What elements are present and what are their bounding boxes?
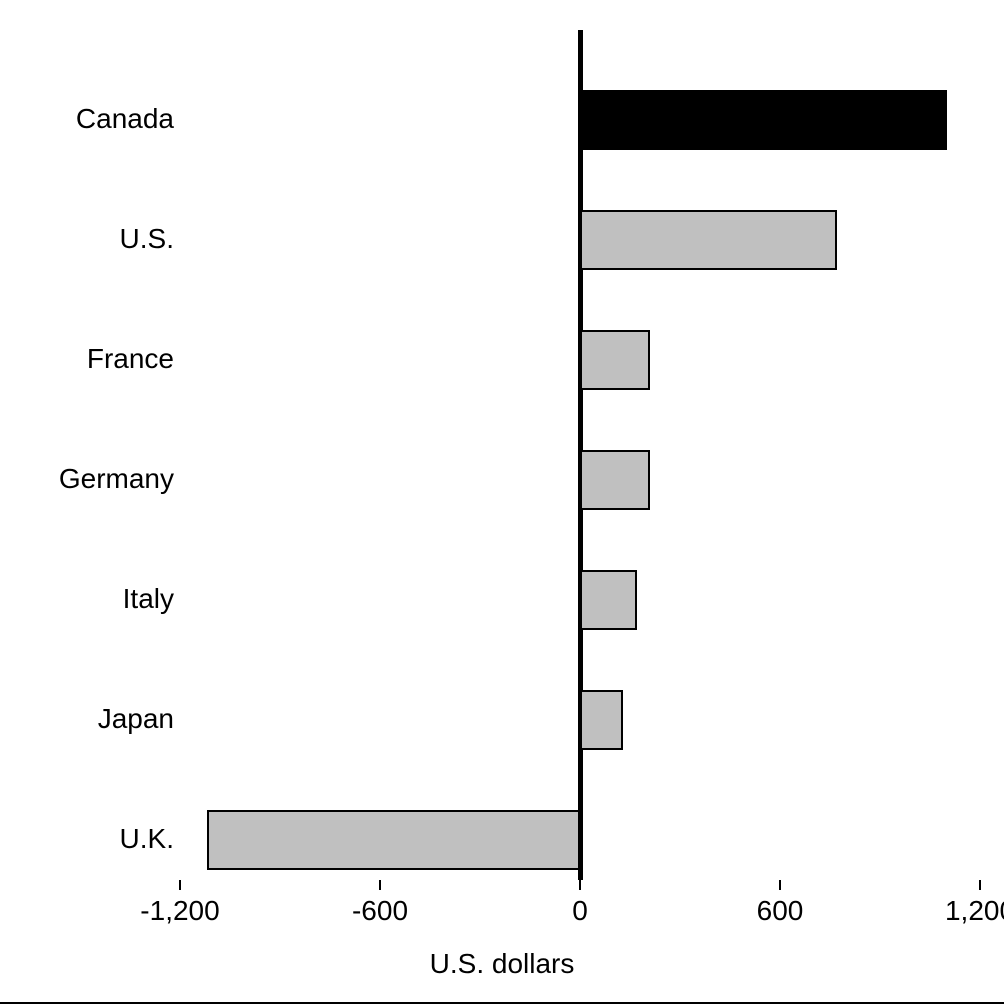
bar [580, 450, 650, 510]
x-tick-label: 600 [757, 895, 804, 927]
bar [580, 690, 623, 750]
bar [580, 90, 947, 150]
x-tick-label: -600 [352, 895, 408, 927]
category-label: Japan [98, 703, 174, 735]
x-tick-mark [979, 880, 981, 890]
bar [207, 810, 580, 870]
x-tick-mark [579, 880, 581, 890]
category-label: U.S. [120, 223, 174, 255]
x-tick-mark [179, 880, 181, 890]
x-tick-label: 0 [572, 895, 588, 927]
x-axis-label: U.S. dollars [430, 948, 575, 980]
x-tick-label: -1,200 [140, 895, 219, 927]
x-tick-label: 1,200 [945, 895, 1004, 927]
category-label: France [87, 343, 174, 375]
category-label: Italy [123, 583, 174, 615]
plot-area [180, 30, 980, 880]
category-label: U.K. [120, 823, 174, 855]
x-tick-mark [779, 880, 781, 890]
bar [580, 210, 837, 270]
bar [580, 330, 650, 390]
category-label: Canada [76, 103, 174, 135]
x-tick-mark [379, 880, 381, 890]
bar [580, 570, 637, 630]
chart-container: Canada U.S. France Germany Italy Japan U.K. -1… [0, 0, 1004, 1004]
category-label: Germany [59, 463, 174, 495]
